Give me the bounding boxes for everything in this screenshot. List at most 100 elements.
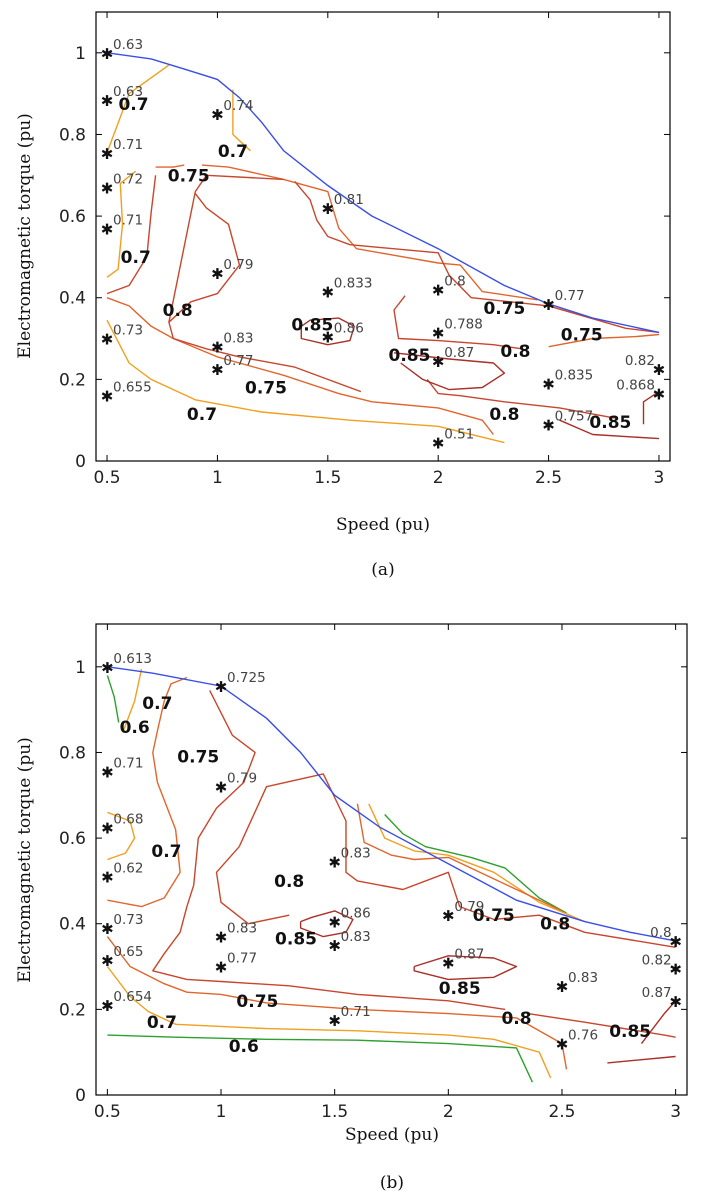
contour-level-label: 0.8 — [489, 405, 519, 425]
contour-level-label: 0.75 — [177, 748, 219, 768]
measured-efficiency-label: 0.83 — [223, 331, 253, 347]
measured-efficiency-label: 0.79 — [454, 899, 484, 915]
contour-level-label: 0.6 — [120, 718, 150, 738]
y-tick-label: 0.6 — [59, 207, 86, 227]
contour-level-label: 0.7 — [121, 248, 151, 268]
contour-line-0_75 — [106, 297, 494, 435]
contour-line-0_8 — [168, 174, 284, 323]
contour-line-0_85 — [300, 317, 355, 346]
y-tick-label: 0 — [75, 452, 86, 472]
y-tick-label: 0.2 — [59, 1000, 86, 1020]
measured-efficiency-label: 0.77 — [223, 353, 253, 369]
measured-point-marker: ✱ — [101, 388, 114, 406]
measured-efficiency-label: 0.65 — [113, 944, 143, 960]
contour-line-0_8 — [106, 175, 157, 295]
measured-point-marker: ✱ — [211, 361, 224, 379]
measured-point-marker: ✱ — [101, 331, 114, 349]
x-tick-label: 2 — [443, 1102, 454, 1122]
contour-line-0_6 — [107, 1034, 534, 1083]
measured-point-marker: ✱ — [101, 819, 114, 837]
measured-point-marker: ✱ — [542, 296, 555, 314]
contour-level-label: 0.7 — [218, 142, 248, 162]
max-torque-boundary — [107, 666, 676, 942]
contour-line-0_75 — [201, 164, 538, 301]
measured-efficiency-label: 0.51 — [444, 427, 474, 443]
contour-level-label: 0.8 — [274, 872, 304, 892]
measured-efficiency-label: 0.71 — [341, 1004, 371, 1020]
x-tick-label: 1 — [212, 468, 223, 488]
measured-efficiency-label: 0.86 — [341, 906, 371, 922]
measured-efficiency-label: 0.71 — [113, 756, 143, 772]
measured-efficiency-label: 0.83 — [227, 921, 257, 937]
contour-level-label: 0.75 — [168, 166, 210, 186]
contour-level-label: 0.8 — [163, 301, 193, 321]
measured-efficiency-label: 0.8 — [650, 925, 671, 941]
contour-line-0_8 — [294, 180, 660, 334]
measured-efficiency-label: 0.76 — [568, 1028, 598, 1044]
measured-point-marker: ✱ — [653, 386, 666, 404]
contour-level-label: 0.75 — [483, 299, 525, 319]
max-torque-boundary — [106, 52, 660, 334]
contour-line-0_7 — [106, 64, 170, 154]
contour-line-0_8 — [238, 773, 676, 948]
plot-content: 0.5 1 1.5 2 2.5 3 0 0.2 0.4 0.6 0.8 1 0.7 0.6 0.75 0.7 0… — [59, 624, 687, 1122]
measured-efficiency-label: 0.82 — [625, 353, 655, 369]
measured-efficiency-label: 0.833 — [334, 276, 373, 292]
x-tick-label: 1.5 — [321, 1102, 348, 1122]
measured-point-marker: ✱ — [328, 914, 341, 932]
measured-efficiency-label: 0.87 — [444, 345, 474, 361]
measured-point-marker: ✱ — [101, 220, 114, 238]
measured-efficiency-label: 0.613 — [113, 651, 152, 667]
measured-point-marker: ✱ — [101, 920, 114, 938]
contour-line-0_85 — [607, 1055, 676, 1064]
y-tick-label: 1 — [75, 44, 86, 64]
measured-efficiency-label: 0.71 — [113, 137, 143, 153]
measured-efficiency-label: 0.81 — [334, 192, 364, 208]
measured-point-marker: ✱ — [653, 361, 666, 379]
y-tick-label: 0.8 — [59, 125, 86, 145]
x-tick-label: 1.5 — [314, 468, 341, 488]
contour-line-0_7 — [122, 668, 143, 732]
contour-level-label: 0.8 — [501, 1009, 531, 1029]
x-tick-label: 2 — [433, 468, 444, 488]
measured-point-marker: ✱ — [211, 106, 224, 124]
contour-line-0_75 — [107, 676, 188, 908]
measured-point-marker: ✱ — [101, 869, 114, 887]
contour-line-0_85 — [299, 910, 354, 938]
measured-efficiency-label: 0.654 — [113, 989, 152, 1005]
x-tick-label: 0.5 — [94, 1102, 121, 1122]
measured-point-marker: ✱ — [669, 933, 682, 951]
measured-point-marker: ✱ — [328, 1012, 341, 1030]
contour-level-label: 0.8 — [500, 342, 530, 362]
contour-line-0_75 — [356, 803, 563, 912]
measured-point-marker: ✱ — [432, 435, 445, 453]
measured-efficiency-label: 0.77 — [555, 288, 585, 304]
y-tick-label: 0.8 — [59, 743, 86, 763]
measured-point-marker: ✱ — [215, 779, 228, 797]
y-axis-label: Electromagnetic torque (pu) — [15, 113, 35, 359]
contour-level-label: 0.7 — [142, 694, 172, 714]
measured-point-marker: ✱ — [669, 961, 682, 979]
contour-level-label: 0.7 — [147, 1013, 177, 1033]
measured-efficiency-label: 0.77 — [227, 951, 257, 967]
contour-line-0_85 — [559, 419, 660, 440]
measured-efficiency-label: 0.73 — [113, 912, 143, 928]
contour-line-0_6 — [106, 675, 120, 723]
measured-point-marker: ✱ — [556, 1036, 569, 1054]
x-tick-label: 0.5 — [94, 468, 121, 488]
measured-efficiency-label: 0.83 — [568, 970, 598, 986]
contour-line-0_75 — [106, 936, 568, 1070]
measured-point-marker: ✱ — [211, 339, 224, 357]
measured-point-marker: ✱ — [101, 997, 114, 1015]
contour-level-label: 0.8 — [540, 915, 570, 935]
contour-level-label: 0.75 — [473, 906, 515, 926]
measured-efficiency-label: 0.63 — [113, 37, 143, 53]
contour-line-0_75 — [155, 164, 185, 168]
measured-efficiency-label: 0.62 — [113, 861, 143, 877]
x-axis-label: Speed (pu) — [336, 515, 430, 535]
measured-point-marker: ✱ — [432, 282, 445, 300]
measured-efficiency-label: 0.83 — [341, 846, 371, 862]
measured-efficiency-label: 0.63 — [113, 84, 143, 100]
measured-point-marker: ✱ — [215, 959, 228, 977]
contour-line-0_8 — [426, 378, 615, 419]
